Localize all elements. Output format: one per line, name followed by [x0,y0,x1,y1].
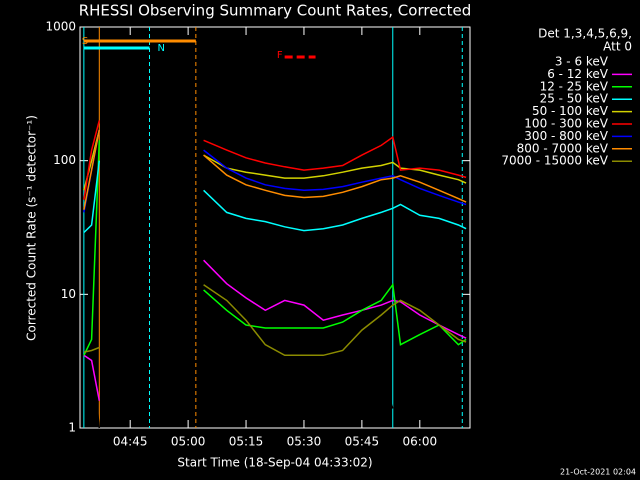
x-tick-label: 05:30 [287,435,322,449]
legend-label: 12 - 25 keV [540,79,609,93]
series-line [83,284,467,357]
series-line [83,259,467,401]
flag-label: N [158,43,165,54]
legend-label: 100 - 300 keV [524,117,608,131]
y-tick-label: 100 [53,153,76,167]
footer: 21-Oct-2021 02:04 [560,468,636,477]
legend-label: 3 - 6 keV [555,55,609,69]
series-line [83,160,467,234]
legend-label: 50 - 100 keV [532,104,609,118]
plot-frame [79,26,471,429]
series-line [83,120,467,200]
chart-title: RHESSI Observing Summary Count Rates, Co… [79,2,472,20]
series-line [83,140,467,356]
x-tick-label: 05:45 [345,435,380,449]
legend-title: Det 1,3,4,5,6,9, [538,27,632,41]
y-tick-label: 10 [61,287,76,301]
series-line [83,129,467,210]
legend-label: 6 - 12 keV [547,67,609,81]
x-tick-label: 06:00 [403,435,438,449]
legend-label: 25 - 50 keV [540,92,609,106]
legend-label: 300 - 800 keV [524,129,608,143]
series-line [83,284,394,429]
y-tick-label: 1000 [45,20,76,34]
x-axis-label: Start Time (18-Sep-04 04:33:02) [177,456,372,470]
x-tick-label: 05:15 [229,435,264,449]
x-tick-label: 05:00 [171,435,206,449]
x-tick-label: 04:45 [113,435,148,449]
y-axis-label: Corrected Count Rate (s⁻¹ detector⁻¹) [25,115,39,341]
y-tick-label: 1 [68,421,76,435]
flag-label: F [277,50,283,61]
flag-label: S [82,36,88,47]
legend-label: 7000 - 15000 keV [501,154,608,168]
legend-label: 800 - 7000 keV [517,141,609,155]
legend-title: Att 0 [603,40,632,54]
